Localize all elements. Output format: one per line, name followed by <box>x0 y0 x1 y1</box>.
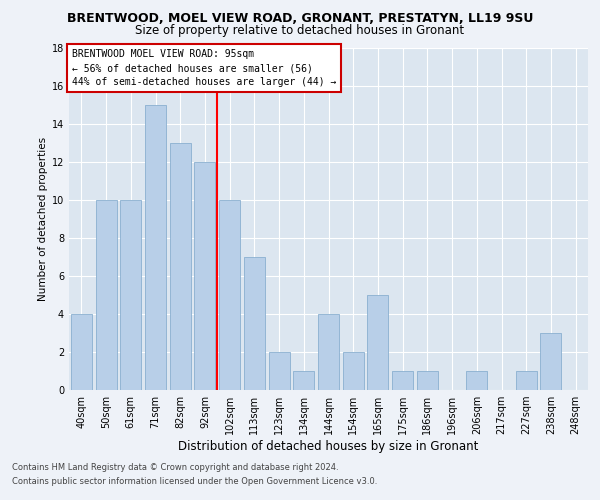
Text: Contains HM Land Registry data © Crown copyright and database right 2024.: Contains HM Land Registry data © Crown c… <box>12 464 338 472</box>
Bar <box>541 333 562 390</box>
Bar <box>293 371 314 390</box>
Bar <box>170 142 191 390</box>
Bar <box>343 352 364 390</box>
Bar <box>516 371 537 390</box>
Bar <box>95 200 116 390</box>
Y-axis label: Number of detached properties: Number of detached properties <box>38 136 47 301</box>
Text: Contains public sector information licensed under the Open Government Licence v3: Contains public sector information licen… <box>12 477 377 486</box>
Text: BRENTWOOD MOEL VIEW ROAD: 95sqm
← 56% of detached houses are smaller (56)
44% of: BRENTWOOD MOEL VIEW ROAD: 95sqm ← 56% of… <box>71 49 336 87</box>
Bar <box>244 257 265 390</box>
Bar <box>269 352 290 390</box>
X-axis label: Distribution of detached houses by size in Gronant: Distribution of detached houses by size … <box>178 440 479 453</box>
Text: Size of property relative to detached houses in Gronant: Size of property relative to detached ho… <box>136 24 464 37</box>
Bar <box>145 104 166 390</box>
Text: BRENTWOOD, MOEL VIEW ROAD, GRONANT, PRESTATYN, LL19 9SU: BRENTWOOD, MOEL VIEW ROAD, GRONANT, PRES… <box>67 12 533 26</box>
Bar <box>466 371 487 390</box>
Bar <box>120 200 141 390</box>
Bar <box>392 371 413 390</box>
Bar <box>318 314 339 390</box>
Bar <box>367 295 388 390</box>
Bar <box>417 371 438 390</box>
Bar <box>71 314 92 390</box>
Bar <box>194 162 215 390</box>
Bar <box>219 200 240 390</box>
